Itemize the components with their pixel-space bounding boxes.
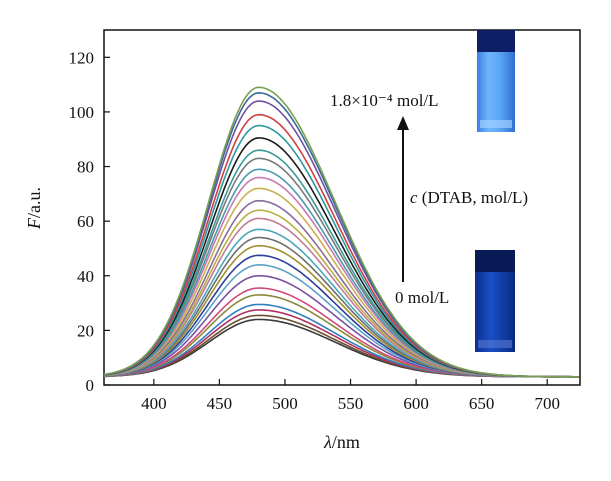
x-tick-label: 500 (272, 394, 298, 413)
y-tick-label: 0 (86, 376, 95, 395)
y-tick-label: 40 (77, 267, 94, 286)
spectrum-line-26 (103, 86, 579, 378)
annotation-top-concentration: 1.8×10⁻⁴ mol/L (330, 91, 439, 110)
y-tick-label: 120 (69, 48, 95, 67)
plot-frame (103, 29, 581, 386)
x-axis-title: λ/nm (323, 432, 360, 452)
spectra-series (103, 86, 579, 378)
x-tick-label: 400 (141, 394, 167, 413)
y-tick-label: 20 (77, 321, 94, 340)
x-axis-ticks: 400 450 500 550 600 650 700 (141, 379, 560, 413)
vial-zero-concentration (475, 250, 515, 352)
y-tick-label: 100 (69, 103, 95, 122)
concentration-arrow (397, 116, 409, 282)
y-axis-ticks: 0 20 40 60 80 100 120 (69, 48, 110, 395)
y-tick-label: 60 (77, 212, 94, 231)
x-tick-label: 600 (403, 394, 429, 413)
annotation-bottom-concentration: 0 mol/L (395, 288, 449, 307)
y-axis-title: F/a.u. (24, 187, 44, 230)
x-tick-label: 650 (469, 394, 495, 413)
y-tick-label: 80 (77, 158, 94, 177)
vial-high-concentration (477, 30, 515, 132)
annotation-arrow-label: c (DTAB, mol/L) (410, 188, 528, 207)
x-tick-label: 450 (207, 394, 233, 413)
x-tick-label: 700 (534, 394, 560, 413)
x-tick-label: 550 (338, 394, 364, 413)
